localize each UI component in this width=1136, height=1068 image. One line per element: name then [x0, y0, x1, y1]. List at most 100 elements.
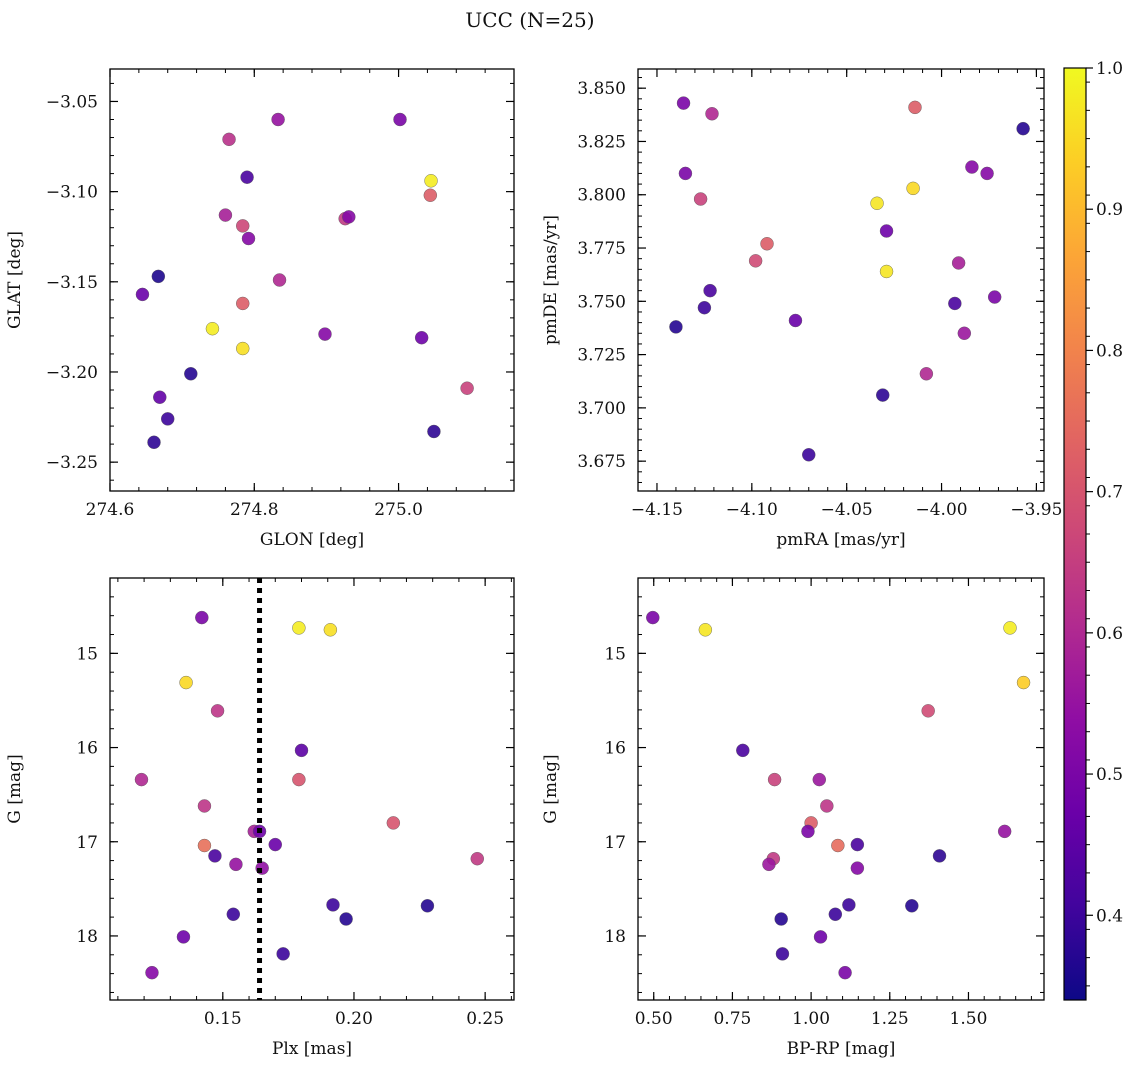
data-point	[774, 912, 788, 926]
data-point	[760, 237, 774, 251]
colorbar-tick-label: 1.0	[1096, 59, 1123, 79]
data-point	[997, 824, 1012, 839]
x-tick-label: 1.25	[871, 1009, 909, 1029]
data-point	[905, 899, 919, 913]
y-axis-label: G [mag]	[541, 754, 561, 823]
data-point	[646, 610, 660, 625]
data-point	[236, 341, 250, 356]
colorbar-gradient	[1063, 67, 1087, 1001]
data-point	[145, 965, 159, 980]
x-tick-label: 274.6	[86, 500, 135, 520]
data-point	[241, 231, 256, 246]
y-tick-label: 3.700	[577, 399, 626, 419]
data-point	[1003, 621, 1017, 635]
data-point	[236, 219, 250, 233]
y-tick-label: 16	[76, 739, 98, 759]
x-axis-label: BP-RP [mag]	[787, 1039, 896, 1059]
data-point	[842, 898, 856, 912]
plot-frame	[109, 577, 515, 1001]
x-tick-label: −4.10	[726, 500, 778, 520]
data-point	[414, 331, 429, 345]
x-tick-label: 275.0	[374, 500, 423, 520]
x-tick-label: 274.8	[230, 500, 279, 520]
data-point	[965, 160, 979, 174]
x-tick-label: 0.50	[635, 1009, 673, 1029]
colorbar-tick-label: 0.4	[1096, 906, 1123, 926]
x-axis-label: pmRA [mas/yr]	[776, 530, 905, 550]
plot-frame	[637, 68, 1045, 492]
data-point	[1016, 121, 1030, 136]
data-point	[921, 704, 935, 718]
data-point	[762, 857, 776, 872]
data-point	[951, 256, 966, 270]
data-point	[831, 838, 845, 853]
data-point	[184, 367, 198, 381]
data-point	[161, 412, 175, 426]
data-point	[134, 772, 149, 787]
colorbar-tick-label: 0.9	[1096, 200, 1123, 220]
data-point	[828, 907, 843, 921]
y-tick-label: 17	[604, 833, 626, 853]
data-point	[226, 907, 240, 921]
data-point	[1016, 675, 1031, 690]
data-point	[820, 799, 834, 813]
y-tick-label: −3.25	[46, 453, 98, 473]
y-tick-label: 18	[76, 927, 98, 947]
x-tick-label: 0.20	[335, 1009, 373, 1029]
data-point	[427, 424, 441, 439]
y-tick-label: 3.675	[577, 452, 626, 472]
data-point	[210, 704, 225, 718]
data-point	[908, 100, 922, 115]
y-axis-label: pmDE [mas/yr]	[541, 215, 561, 345]
x-tick-label: 0.25	[466, 1009, 504, 1029]
data-point	[272, 273, 287, 287]
y-tick-label: 15	[604, 644, 626, 664]
data-point	[676, 96, 691, 110]
data-point	[987, 290, 1002, 304]
x-tick-label: 0.15	[204, 1009, 242, 1029]
y-tick-label: 15	[76, 644, 98, 664]
data-point	[736, 743, 750, 758]
data-point	[813, 930, 828, 944]
data-point	[423, 188, 438, 202]
data-point	[678, 166, 693, 181]
y-tick-label: 17	[76, 833, 98, 853]
data-point	[276, 947, 290, 961]
data-point	[802, 448, 816, 462]
data-point	[879, 264, 894, 279]
colorbar-tick-label: 0.5	[1096, 765, 1123, 785]
data-point	[147, 435, 161, 450]
y-tick-label: 3.800	[577, 186, 626, 206]
y-tick-label: 3.725	[577, 346, 626, 366]
x-tick-label: −4.00	[915, 500, 967, 520]
data-point	[957, 326, 972, 340]
data-point	[767, 772, 782, 787]
data-point	[698, 623, 713, 637]
x-axis-label: Plx [mas]	[272, 1039, 352, 1059]
data-point	[240, 170, 254, 184]
data-point	[470, 852, 484, 866]
x-tick-label: 1.50	[950, 1009, 988, 1029]
data-point	[697, 301, 712, 315]
panel-pmra-pmde: −4.15 −4.10 −4.05 −4.00 −3.95 3.675 3.700 3.725…	[541, 68, 1062, 550]
plot-frame	[637, 577, 1045, 1001]
x-axis-label: GLON [deg]	[260, 530, 364, 550]
data-point	[229, 857, 243, 872]
data-point	[870, 196, 884, 210]
data-point	[135, 287, 150, 302]
y-axis-label: G [mag]	[5, 754, 25, 823]
data-point	[271, 112, 285, 127]
data-point	[838, 965, 852, 980]
data-point	[197, 838, 212, 853]
x-tick-label: 1.00	[792, 1009, 830, 1029]
panel-plx-g: 0.15 0.20 0.25 15 16 17 18 Plx [mas] G [mag]	[5, 577, 515, 1059]
data-point	[980, 166, 994, 181]
data-point	[748, 254, 763, 268]
data-point	[703, 283, 717, 298]
panel-glon-glat: 274.6 274.8 275.0 −3.05 −3.10 −3.15 −3.20 −3.25…	[5, 68, 515, 550]
x-tick-label: 0.75	[713, 1009, 751, 1029]
data-point	[948, 296, 962, 311]
x-tick-label: −3.95	[1010, 500, 1062, 520]
data-point	[919, 367, 934, 381]
